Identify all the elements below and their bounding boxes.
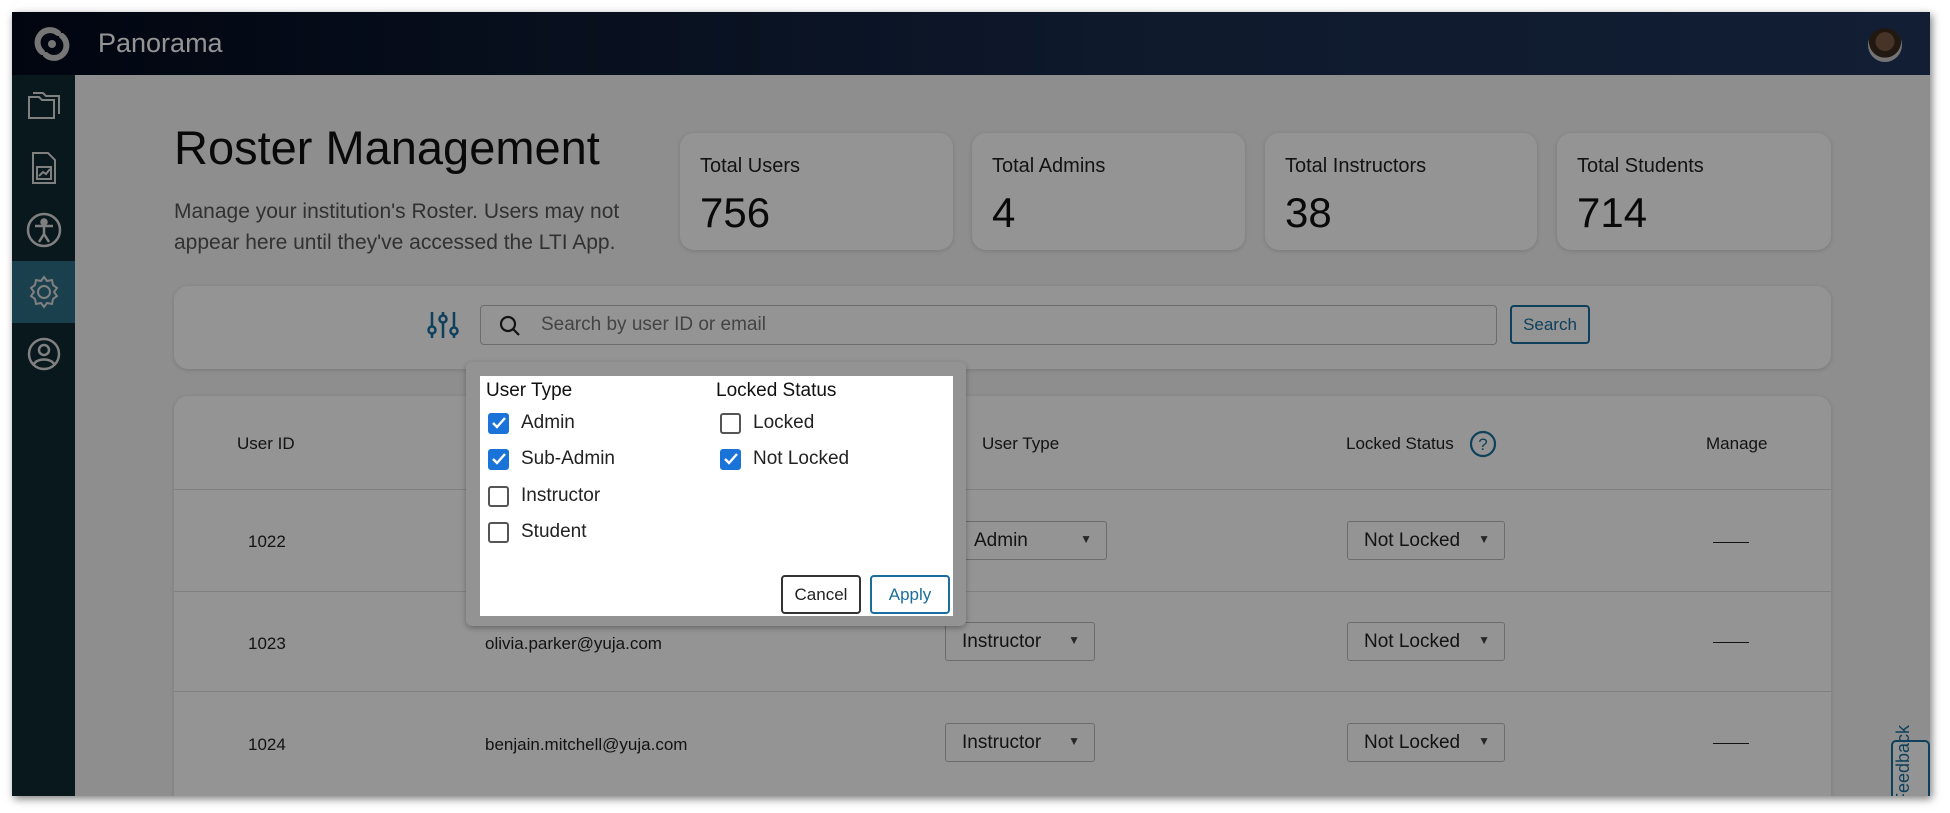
stat-card-total-users: Total Users 756 xyxy=(680,133,953,250)
stat-label: Total Users xyxy=(700,155,801,177)
dropdown-value: Not Locked xyxy=(1364,631,1461,652)
help-icon[interactable]: ? xyxy=(1469,430,1497,458)
checkbox-checked-icon xyxy=(720,448,741,470)
folder-icon xyxy=(27,92,60,119)
filter-popup: User Type Locked Status Admin Sub-Admin … xyxy=(480,376,953,616)
dropdown-value: Instructor xyxy=(962,732,1042,753)
checkbox-unchecked-icon xyxy=(488,485,509,507)
locked-status-dropdown[interactable]: Not Locked ▼ xyxy=(1347,521,1505,560)
page-title: Roster Management xyxy=(174,121,600,174)
dropdown-value: Admin xyxy=(974,530,1028,551)
accessibility-icon xyxy=(26,212,61,248)
checkbox-checked-icon xyxy=(488,448,509,470)
caret-down-icon: ▼ xyxy=(1478,734,1490,748)
stat-value: 714 xyxy=(1577,189,1648,236)
user-id: 1022 xyxy=(248,532,286,551)
user-email: olivia.parker@yuja.com xyxy=(485,634,662,653)
svg-text:?: ? xyxy=(1478,435,1487,454)
header-locked-status: Locked Status xyxy=(1346,434,1454,453)
dropdown-value: Not Locked xyxy=(1364,732,1461,753)
user-type-dropdown[interactable]: Admin ▼ xyxy=(957,521,1107,560)
locked-status-dropdown[interactable]: Not Locked ▼ xyxy=(1347,622,1505,661)
search-input[interactable] xyxy=(541,312,1441,338)
app-window: Panorama Roster Management Manage your i… xyxy=(12,12,1930,796)
dropdown-value: Not Locked xyxy=(1364,530,1461,551)
stat-label: Total Students xyxy=(1577,155,1704,177)
checkbox-student[interactable]: Student xyxy=(488,521,587,543)
checkbox-unchecked-icon xyxy=(720,412,741,434)
divider xyxy=(174,691,1831,692)
manage-empty xyxy=(1713,743,1749,744)
search-field xyxy=(480,305,1497,345)
checkbox-instructor[interactable]: Instructor xyxy=(488,485,600,507)
checkbox-label: Admin xyxy=(521,412,575,433)
stat-value: 38 xyxy=(1285,189,1332,236)
stat-label: Total Instructors xyxy=(1285,155,1427,177)
locked-status-heading: Locked Status xyxy=(716,380,837,401)
checkbox-admin[interactable]: Admin xyxy=(488,412,575,434)
divider xyxy=(174,591,1831,592)
user-circle-icon xyxy=(27,337,60,371)
gear-icon xyxy=(29,275,58,309)
caret-down-icon: ▼ xyxy=(1080,532,1092,546)
search-icon xyxy=(499,315,520,336)
modal-overlay[interactable] xyxy=(12,12,1930,796)
sidebar-item-reports[interactable] xyxy=(12,137,75,199)
manage-empty xyxy=(1713,542,1749,543)
checkbox-label: Instructor xyxy=(521,485,601,506)
sidebar-item-profile[interactable] xyxy=(12,323,75,385)
caret-down-icon: ▼ xyxy=(1068,633,1080,647)
stat-label: Total Admins xyxy=(992,155,1106,177)
user-id: 1024 xyxy=(248,735,286,754)
sidebar-item-accessibility[interactable] xyxy=(12,199,75,261)
search-button[interactable]: Search xyxy=(1510,305,1590,344)
top-bar: Panorama xyxy=(12,12,1930,75)
sidebar-item-settings[interactable] xyxy=(12,261,75,323)
apply-button[interactable]: Apply xyxy=(870,575,950,614)
page-subtitle: Manage your institution's Roster. Users … xyxy=(174,200,620,254)
checkbox-not-locked[interactable]: Not Locked xyxy=(720,448,849,470)
locked-status-dropdown[interactable]: Not Locked ▼ xyxy=(1347,723,1505,762)
cancel-button[interactable]: Cancel xyxy=(781,575,861,614)
user-id: 1023 xyxy=(248,634,286,653)
filter-sliders-icon[interactable] xyxy=(427,310,459,340)
manage-empty xyxy=(1713,642,1749,643)
caret-down-icon: ▼ xyxy=(1478,633,1490,647)
caret-down-icon: ▼ xyxy=(1478,532,1490,546)
app-title: Panorama xyxy=(98,28,223,58)
header-user-type: User Type xyxy=(982,434,1060,453)
checkbox-label: Student xyxy=(521,521,587,542)
report-chart-icon xyxy=(31,152,56,184)
sidebar xyxy=(12,75,75,796)
caret-down-icon: ▼ xyxy=(1068,734,1080,748)
header-manage: Manage xyxy=(1706,434,1768,453)
dropdown-value: Instructor xyxy=(962,631,1042,652)
checkbox-label: Not Locked xyxy=(753,448,850,469)
checkbox-label: Sub-Admin xyxy=(521,448,615,469)
checkbox-label: Locked xyxy=(753,412,815,433)
stat-value: 756 xyxy=(700,189,771,236)
header-user-id: User ID xyxy=(237,434,295,453)
user-type-dropdown[interactable]: Instructor ▼ xyxy=(945,622,1095,661)
divider xyxy=(174,489,1831,490)
user-avatar[interactable] xyxy=(1868,28,1902,62)
stat-card-total-admins: Total Admins 4 xyxy=(972,133,1245,250)
stat-card-total-instructors: Total Instructors 38 xyxy=(1265,133,1537,250)
sidebar-item-files[interactable] xyxy=(12,75,75,137)
checkbox-checked-icon xyxy=(488,412,509,434)
panorama-logo-icon xyxy=(34,27,70,61)
checkbox-locked[interactable]: Locked xyxy=(720,412,814,434)
user-type-dropdown[interactable]: Instructor ▼ xyxy=(945,723,1095,762)
stat-value: 4 xyxy=(992,189,1016,236)
checkbox-unchecked-icon xyxy=(488,521,509,543)
checkbox-sub-admin[interactable]: Sub-Admin xyxy=(488,448,615,470)
user-email: benjain.mitchell@yuja.com xyxy=(485,735,688,754)
stat-card-total-students: Total Students 714 xyxy=(1557,133,1831,250)
user-type-heading: User Type xyxy=(486,380,573,401)
